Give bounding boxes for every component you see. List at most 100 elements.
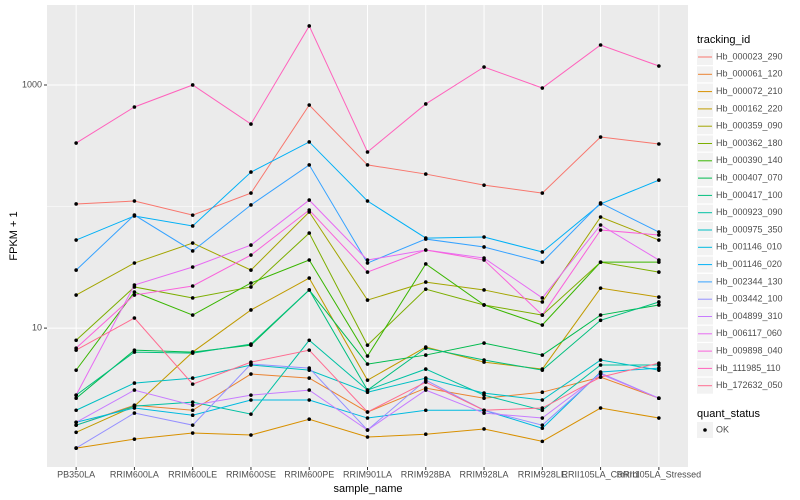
legend-title: quant_status (697, 408, 760, 420)
point (74, 408, 78, 413)
point (249, 433, 253, 437)
point (132, 437, 137, 441)
legend-label: Hb_000023_290 (716, 51, 783, 61)
point (190, 413, 195, 418)
point (74, 293, 78, 297)
point (657, 366, 661, 370)
point (74, 368, 78, 372)
point (249, 122, 253, 126)
point (540, 191, 545, 195)
y-tick-label: 1000 (22, 79, 42, 89)
point (307, 24, 312, 28)
legend-label: Hb_009898_040 (716, 345, 783, 355)
point (307, 398, 312, 402)
point (190, 382, 195, 386)
point (482, 391, 486, 395)
point (482, 427, 486, 431)
point (423, 172, 428, 176)
point (74, 268, 78, 272)
point (190, 431, 195, 435)
legend-label: Hb_000359_090 (716, 121, 783, 131)
point (190, 224, 195, 228)
point (307, 276, 312, 280)
point (598, 201, 603, 205)
point (657, 238, 661, 242)
legend-label: Hb_172632_050 (716, 380, 783, 390)
point (423, 346, 428, 350)
point (249, 191, 253, 195)
point (249, 372, 253, 376)
point (365, 435, 370, 439)
point (423, 388, 428, 392)
point (190, 423, 195, 427)
point (190, 400, 195, 404)
point (598, 406, 603, 410)
x-tick-label: RRIM928BA (401, 469, 451, 479)
point (74, 338, 78, 343)
point (657, 142, 661, 146)
point (190, 403, 195, 408)
point (307, 388, 312, 392)
point (307, 417, 312, 422)
point (132, 316, 137, 320)
point (482, 288, 486, 292)
point (132, 283, 137, 287)
point (132, 406, 137, 410)
point (540, 353, 545, 357)
point (249, 281, 253, 285)
point (74, 348, 78, 352)
point (598, 313, 603, 317)
x-tick-label: PB350LA (57, 469, 95, 479)
point (249, 243, 253, 247)
point (74, 396, 78, 401)
point (249, 285, 253, 289)
point (598, 358, 603, 362)
point (132, 350, 137, 354)
point (482, 396, 486, 401)
point (540, 86, 545, 90)
point (365, 163, 370, 167)
legend-label: Hb_000417_100 (716, 190, 783, 200)
point (365, 416, 370, 420)
point (482, 235, 486, 239)
point (540, 323, 545, 327)
point (307, 198, 312, 202)
x-tick-label: RRII105LA_Control (562, 469, 640, 479)
x-tick-label: RRIM600PE (284, 469, 334, 479)
point (540, 260, 545, 264)
point (540, 416, 545, 420)
y-tick-label: 10 (32, 322, 42, 332)
point (540, 313, 545, 317)
point (482, 408, 486, 413)
point (307, 288, 312, 292)
point (423, 408, 428, 413)
point (190, 249, 195, 253)
point (249, 398, 253, 402)
point (365, 390, 370, 394)
point (307, 140, 312, 144)
point (540, 300, 545, 304)
legend-title: tracking_id (697, 34, 750, 46)
point (657, 178, 661, 182)
point (132, 105, 137, 109)
point (598, 318, 603, 323)
point (423, 262, 428, 266)
point (657, 64, 661, 68)
point (598, 375, 603, 379)
legend-label: Hb_000407_070 (716, 172, 783, 182)
point (540, 426, 545, 431)
point (307, 338, 312, 343)
point (190, 351, 195, 355)
point (598, 286, 603, 290)
point (190, 213, 195, 217)
point (598, 215, 603, 219)
legend-label: Hb_004899_310 (716, 311, 783, 321)
point (423, 432, 428, 437)
legend-label: Hb_003442_100 (716, 294, 783, 304)
point (423, 280, 428, 284)
legend-swatch (703, 428, 707, 432)
x-axis-title: sample_name (333, 483, 402, 495)
point (598, 223, 603, 227)
point (598, 135, 603, 139)
point (482, 245, 486, 249)
